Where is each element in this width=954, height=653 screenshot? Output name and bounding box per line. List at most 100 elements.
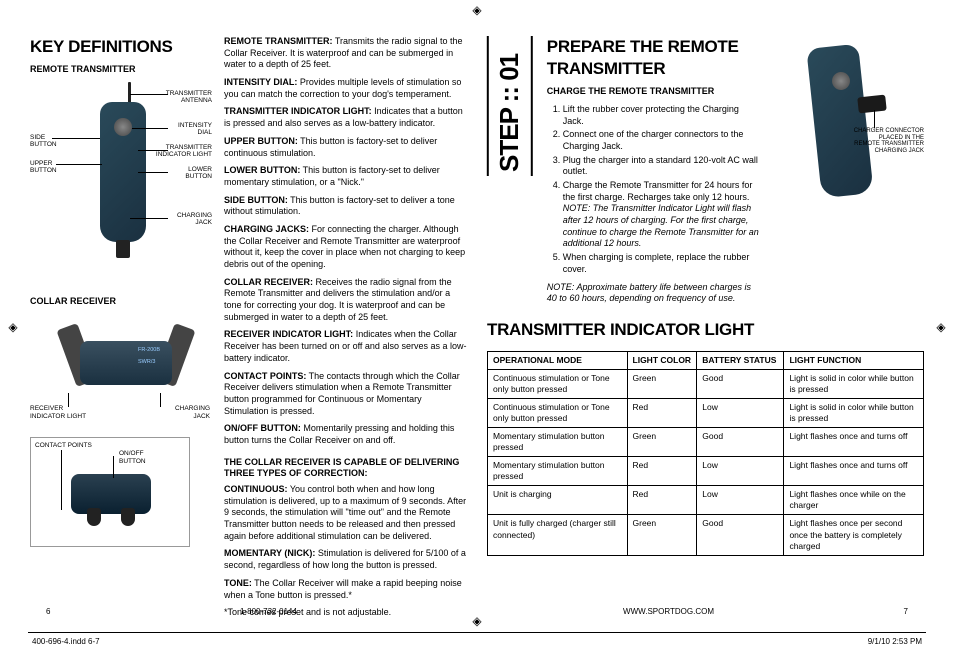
leader — [61, 450, 62, 510]
charge-step: Charge the Remote Transmitter for 24 hou… — [563, 180, 760, 250]
table-header-cell: BATTERY STATUS — [697, 351, 784, 369]
registration-mark — [470, 614, 484, 628]
leader — [113, 456, 114, 478]
def-label: CONTINUOUS: — [224, 484, 288, 494]
label-side: SIDEBUTTON — [30, 134, 57, 148]
leader — [68, 393, 69, 407]
three-types-heading: THE COLLAR RECEIVER IS CAPABLE OF DELIVE… — [224, 457, 467, 480]
registration-mark — [934, 320, 948, 334]
definition-item: SIDE BUTTON: This button is factory-set … — [224, 195, 467, 218]
meta-row: 400-696-4.indd 6-7 9/1/10 2:53 PM — [32, 637, 922, 647]
leader — [132, 128, 168, 129]
label-onoff: ON/OFFBUTTON — [119, 450, 146, 464]
contact-point-shape — [121, 508, 135, 526]
label-lower: LOWERBUTTON — [185, 166, 212, 180]
charge-step: Connect one of the charger connectors to… — [563, 129, 760, 152]
table-cell: Green — [627, 428, 697, 457]
collar-receiver-diagram: FR-200B SWR/3 RECEIVERINDICATOR LIGHT CH… — [30, 313, 210, 423]
definitions-list: REMOTE TRANSMITTER: Transmits the radio … — [224, 36, 467, 447]
charging-diagram: CHARGER CONNECTORPLACED IN THEREMOTE TRA… — [774, 36, 924, 226]
table-cell: Red — [627, 457, 697, 486]
footer-phone: 1-800-732-0144 — [240, 607, 297, 617]
table-cell: Light is solid in color while button is … — [784, 399, 924, 428]
label-receiver-light: RECEIVERINDICATOR LIGHT — [30, 405, 86, 419]
table-cell: Light flashes once and turns off — [784, 428, 924, 457]
collar-receiver-heading: COLLAR RECEIVER — [30, 296, 210, 308]
definition-item: RECEIVER INDICATOR LIGHT: Indicates when… — [224, 329, 467, 364]
model-text: SWR/3 — [138, 359, 155, 365]
def-label: INTENSITY DIAL: — [224, 77, 297, 87]
charge-step: Plug the charger into a standard 120-vol… — [563, 155, 760, 178]
remote-transmitter-heading: REMOTE TRANSMITTER — [30, 64, 210, 76]
collar-under-body-shape — [71, 474, 151, 514]
def-text: The Collar Receiver will make a rapid be… — [224, 578, 462, 600]
leader — [874, 110, 875, 128]
left-page: KEY DEFINITIONS REMOTE TRANSMITTER TRANS… — [30, 36, 467, 619]
indicator-light-table: OPERATIONAL MODELIGHT COLORBATTERY STATU… — [487, 351, 924, 556]
definition-item: CHARGING JACKS: For connecting the charg… — [224, 224, 467, 271]
definition-item: ON/OFF BUTTON: Momentarily pressing and … — [224, 423, 467, 446]
table-header-cell: LIGHT COLOR — [627, 351, 697, 369]
def-label: UPPER BUTTON: — [224, 136, 298, 146]
def-label: SIDE BUTTON: — [224, 195, 288, 205]
charger-connector-shape — [857, 95, 887, 114]
charge-steps-list: Lift the rubber cover protecting the Cha… — [547, 104, 760, 276]
definition-item: CONTACT POINTS: The contacts through whi… — [224, 371, 467, 418]
table-cell: Unit is charging — [488, 486, 628, 515]
def-label: COLLAR RECEIVER: — [224, 277, 313, 287]
leader — [52, 138, 100, 139]
table-header-cell: OPERATIONAL MODE — [488, 351, 628, 369]
file-meta: 400-696-4.indd 6-7 — [32, 637, 100, 647]
table-cell: Low — [697, 486, 784, 515]
table-row: Continuous stimulation or Tone only butt… — [488, 370, 924, 399]
step-badge: STEP :: 01 — [487, 36, 533, 176]
registration-mark — [6, 320, 20, 334]
remote-shape — [806, 44, 873, 199]
leader — [160, 393, 161, 407]
table-cell: Momentary stimulation button pressed — [488, 457, 628, 486]
label-charging-jack: CHARGINGJACK — [175, 405, 210, 419]
table-cell: Green — [627, 515, 697, 555]
table-cell: Continuous stimulation or Tone only butt… — [488, 370, 628, 399]
leader — [130, 218, 168, 219]
table-cell: Good — [697, 428, 784, 457]
table-cell: Unit is fully charged (charger still con… — [488, 515, 628, 555]
step-note: NOTE: The Transmitter Indicator Light wi… — [563, 203, 759, 248]
leader — [138, 150, 168, 151]
table-cell: Light is solid in color while button is … — [784, 370, 924, 399]
definitions-column: REMOTE TRANSMITTER: Transmits the radio … — [224, 36, 467, 619]
step-section: STEP :: 01 PREPARE THE REMOTE TRANSMITTE… — [487, 36, 924, 305]
table-cell: Good — [697, 370, 784, 399]
definition-item: INTENSITY DIAL: Provides multiple levels… — [224, 77, 467, 100]
left-diagrams-column: KEY DEFINITIONS REMOTE TRANSMITTER TRANS… — [30, 36, 210, 619]
charge-step: Lift the rubber cover protecting the Cha… — [563, 104, 760, 127]
leader — [138, 172, 168, 173]
registration-mark — [470, 3, 484, 17]
def-label: CONTACT POINTS: — [224, 371, 306, 381]
table-cell: Light flashes once per second once the b… — [784, 515, 924, 555]
def-label: MOMENTARY (NICK): — [224, 548, 315, 558]
label-intensity: INTENSITYDIAL — [178, 122, 212, 136]
label-charger-connector: CHARGER CONNECTORPLACED IN THEREMOTE TRA… — [854, 128, 924, 154]
def-label: TRANSMITTER INDICATOR LIGHT: — [224, 106, 372, 116]
remote-transmitter-diagram: TRANSMITTERANTENNA INTENSITYDIAL TRANSMI… — [30, 82, 210, 282]
table-cell: Low — [697, 399, 784, 428]
leader — [56, 164, 102, 165]
table-cell: Light flashes once and turns off — [784, 457, 924, 486]
leader — [130, 94, 168, 95]
table-cell: Light flashes once while on the charger — [784, 486, 924, 515]
correction-type-item: TONE: The Collar Receiver will make a ra… — [224, 578, 467, 601]
table-header-row: OPERATIONAL MODELIGHT COLORBATTERY STATU… — [488, 351, 924, 369]
def-label: ON/OFF BUTTON: — [224, 423, 301, 433]
table-cell: Red — [627, 399, 697, 428]
table-cell: Momentary stimulation button pressed — [488, 428, 628, 457]
def-label: LOWER BUTTON: — [224, 165, 300, 175]
definition-item: REMOTE TRANSMITTER: Transmits the radio … — [224, 36, 467, 71]
page-spread: KEY DEFINITIONS REMOTE TRANSMITTER TRANS… — [0, 0, 954, 639]
three-types-list: CONTINUOUS: You control both when and ho… — [224, 484, 467, 601]
footer-url: WWW.SPORTDOG.COM — [623, 607, 714, 617]
def-label: RECEIVER INDICATOR LIGHT: — [224, 329, 353, 339]
plug-shape — [116, 240, 130, 258]
table-cell: Low — [697, 457, 784, 486]
charge-step: When charging is complete, replace the r… — [563, 252, 760, 275]
